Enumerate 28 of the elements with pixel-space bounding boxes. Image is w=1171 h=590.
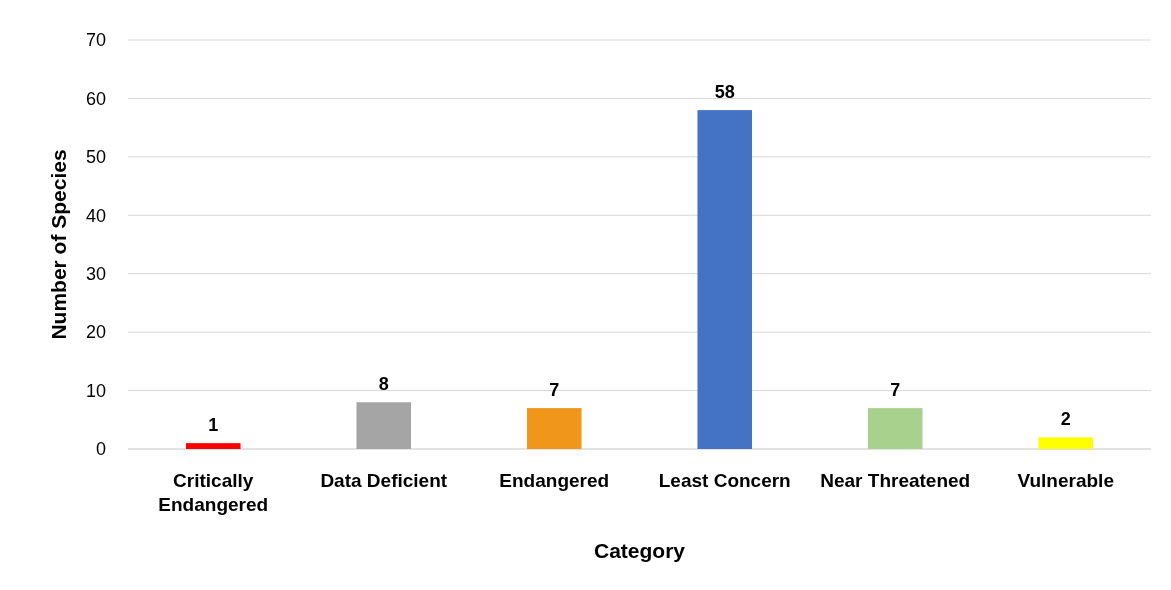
y-tick-label: 50 — [85, 147, 106, 168]
y-tick-label: 0 — [95, 439, 106, 460]
y-tick-label: 10 — [85, 380, 106, 401]
bar — [356, 402, 412, 449]
y-tick-label: 30 — [85, 264, 106, 285]
bar — [1038, 437, 1094, 449]
y-axis-title: Number of Species — [47, 149, 70, 340]
data-label: 58 — [714, 82, 735, 103]
data-label: 8 — [378, 374, 389, 395]
bar — [697, 110, 753, 449]
data-label: 7 — [890, 380, 901, 401]
y-tick-label: 40 — [85, 205, 106, 226]
x-tick-label: Vulnerable — [1017, 470, 1114, 491]
x-tick-label: Endangered — [499, 470, 610, 491]
data-label: 7 — [549, 380, 560, 401]
y-tick-label: 20 — [85, 322, 106, 343]
bar — [526, 408, 582, 449]
x-tick-label: Critically Endangered — [158, 470, 269, 515]
x-axis-title: Category — [593, 539, 686, 562]
y-tick-label: 60 — [85, 88, 106, 109]
x-tick-label: Least Concern — [658, 470, 791, 491]
bar — [867, 408, 923, 449]
bar — [185, 443, 241, 449]
y-tick-label: 70 — [85, 30, 106, 51]
x-tick-label: Near Threatened — [820, 470, 971, 491]
x-tick-label: Data Deficient — [320, 470, 448, 491]
data-label: 1 — [208, 415, 219, 436]
data-label: 2 — [1060, 409, 1071, 430]
